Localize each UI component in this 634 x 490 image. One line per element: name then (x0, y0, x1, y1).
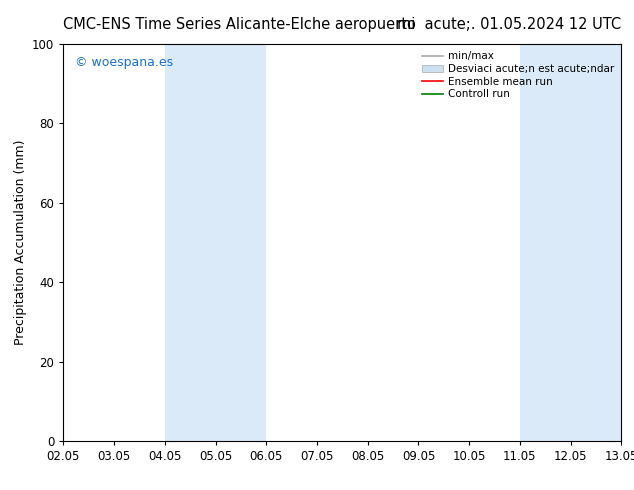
Bar (520, 44, 621, 441)
Bar (165, 44, 266, 441)
Text: © woespana.es: © woespana.es (75, 56, 172, 69)
Legend: min/max, Desviaci acute;n est acute;ndar, Ensemble mean run, Controll run: min/max, Desviaci acute;n est acute;ndar… (420, 49, 616, 101)
Y-axis label: Precipitation Accumulation (mm): Precipitation Accumulation (mm) (13, 140, 27, 345)
Text: CMC-ENS Time Series Alicante-Elche aeropuerto: CMC-ENS Time Series Alicante-Elche aerop… (63, 17, 417, 32)
Text: mi  acute;. 01.05.2024 12 UTC: mi acute;. 01.05.2024 12 UTC (397, 17, 621, 32)
